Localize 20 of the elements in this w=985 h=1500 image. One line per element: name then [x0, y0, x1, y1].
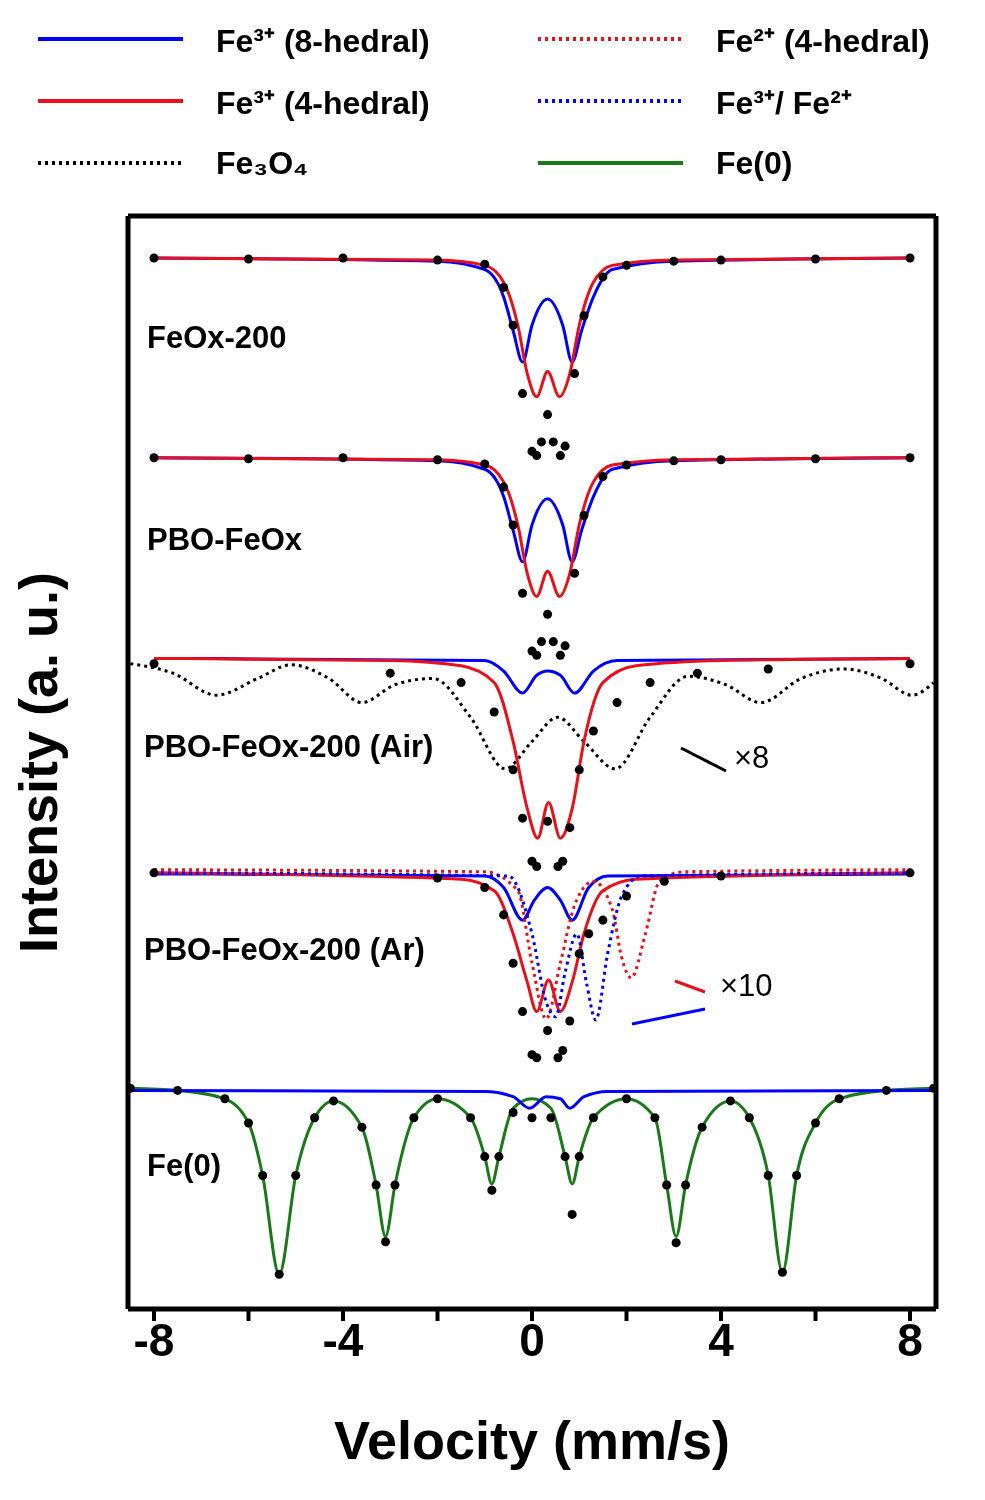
annotation: ×10	[720, 968, 773, 1004]
y-axis-title: Intensity (a. u.)	[8, 571, 69, 954]
legend-label: Fe(0)	[716, 144, 793, 182]
x-axis-title: Velocity (mm/s)	[333, 1410, 731, 1470]
x-tick-label: -4	[322, 1313, 364, 1366]
annotation: Fe(0)	[147, 1148, 222, 1184]
legend-label: Fe²⁺ (4-hedral)	[716, 21, 930, 61]
annotation: FeOx-200	[147, 320, 287, 356]
annotation: ×8	[734, 740, 770, 776]
x-tick-label: 4	[708, 1313, 735, 1366]
x-tick-label: 0	[519, 1313, 545, 1366]
x-tick-label: -8	[133, 1313, 175, 1366]
x-tick-label: 8	[897, 1313, 923, 1366]
legend-label: Fe³⁺ (4-hedral)	[216, 83, 430, 123]
annotation: PBO-FeOx-200 (Ar)	[144, 932, 425, 968]
legend-label: Fe³⁺/ Fe²⁺	[716, 83, 852, 123]
legend-label: Fe₃O₄	[216, 144, 309, 182]
annotation: PBO-FeOx	[147, 522, 303, 558]
legend-label: Fe³⁺ (8-hedral)	[216, 21, 430, 61]
annotation: PBO-FeOx-200 (Air)	[144, 729, 434, 765]
